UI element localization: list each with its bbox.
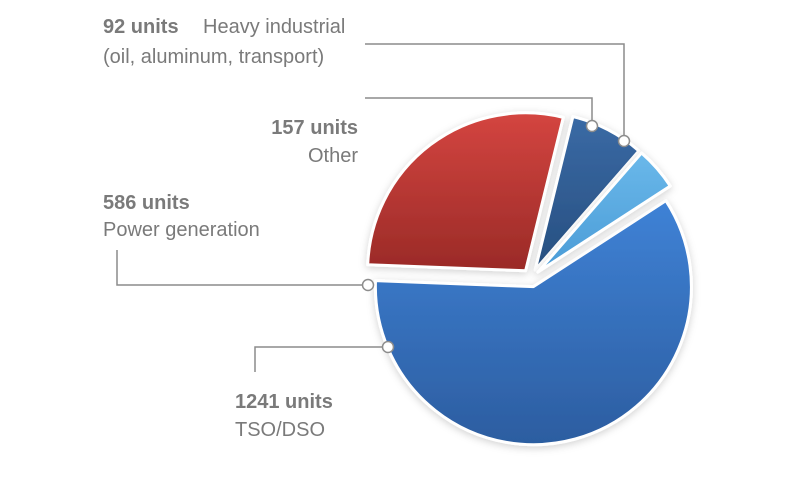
leader-line-heavy-industrial <box>365 43 625 141</box>
data-label-other-category: Other <box>308 145 358 167</box>
leader-line-power-generation <box>116 250 368 286</box>
label-tso-dso: 1241 units TSO/DSO <box>235 391 333 441</box>
leader-dot-power-generation <box>361 278 375 292</box>
leader-dot-other <box>585 119 599 133</box>
label-heavy-industrial: 92 units Heavy industrial (oil, aluminum… <box>103 16 345 68</box>
label-power-generation: 586 units Power generation <box>103 192 260 241</box>
data-label-heavy-industrial-category: Heavy industrial <box>203 16 345 38</box>
leader-dot-tso-dso <box>381 340 395 354</box>
data-label-power-generation-category: Power generation <box>103 219 260 241</box>
leader-line-other <box>365 97 593 126</box>
label-other: 157 units Other <box>271 117 358 167</box>
data-label-heavy-industrial-category-line2: (oil, aluminum, transport) <box>103 46 324 68</box>
pie-slices <box>366 111 693 447</box>
slice-tso-dso <box>373 199 693 447</box>
data-label-power-generation-value: 586 units <box>103 192 190 214</box>
data-label-tso-dso-value: 1241 units <box>235 391 333 413</box>
slice-heavy-industrial <box>536 151 672 274</box>
leader-line-tso-dso <box>254 346 388 372</box>
data-label-other-value: 157 units <box>271 117 358 139</box>
data-label-tso-dso-category: TSO/DSO <box>235 419 325 441</box>
leader-dot-heavy-industrial <box>617 134 631 148</box>
slice-other <box>533 115 641 272</box>
slice-power-generation <box>366 111 565 273</box>
data-label-heavy-industrial-value: 92 units <box>103 16 179 38</box>
